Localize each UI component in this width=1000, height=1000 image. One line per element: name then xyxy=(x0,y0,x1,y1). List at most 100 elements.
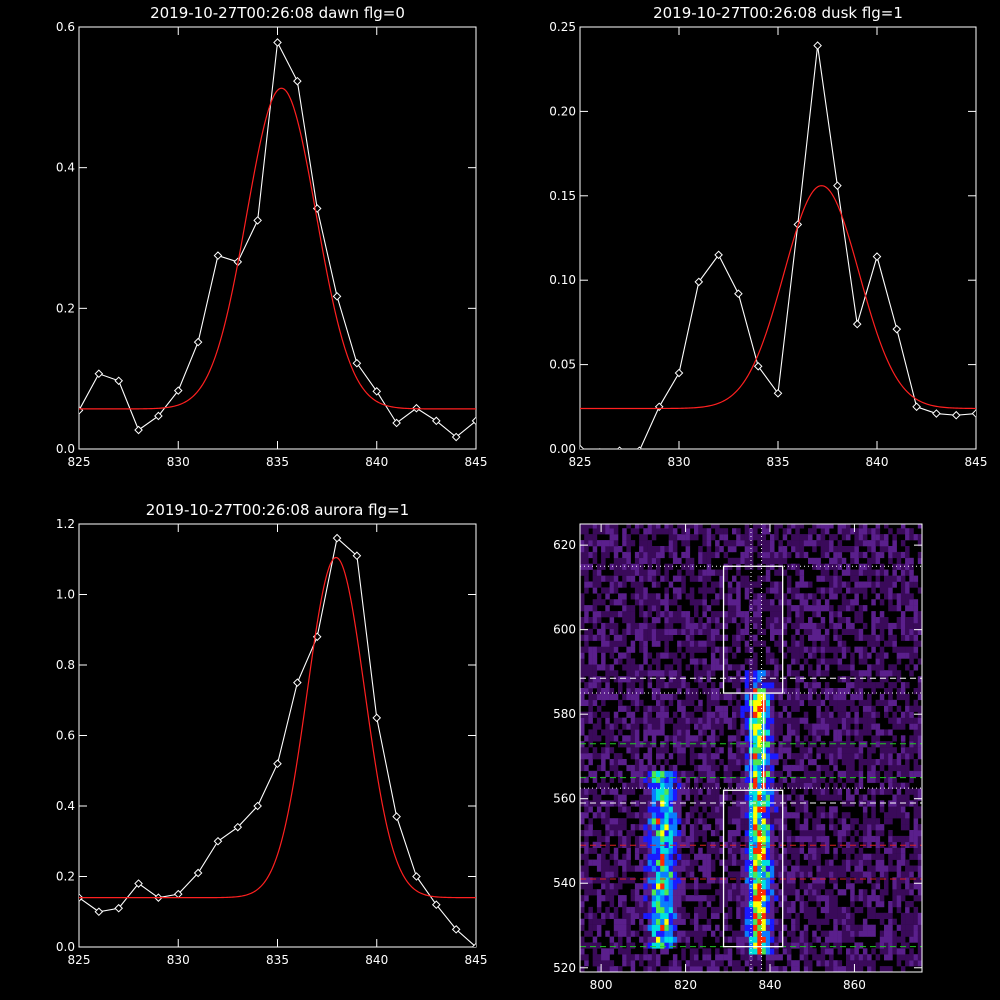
data-point xyxy=(451,432,461,442)
selection-box xyxy=(722,789,784,948)
data-point xyxy=(293,76,302,86)
data-point xyxy=(616,446,623,449)
chart-title: 2019-10-27T00:26:08 dusk flg=1 xyxy=(653,4,903,22)
x-tick-label: 845 xyxy=(965,455,988,469)
data-point xyxy=(912,402,921,412)
plot-area xyxy=(79,38,476,442)
y-tick-label: 560 xyxy=(553,792,576,806)
dawn-spectrum-panel: 825 830 835 840 845 0.0 0.2 0.4 0.6 2019-10-27T00… xyxy=(56,4,488,469)
x-tick-label: 860 xyxy=(843,978,866,992)
x-tick-label: 820 xyxy=(674,978,697,992)
x-tick-label: 830 xyxy=(668,455,691,469)
data-point xyxy=(253,216,262,225)
y-tick-label: 0.8 xyxy=(56,658,75,672)
data-point xyxy=(193,868,203,878)
data-point xyxy=(213,251,223,260)
x-tick-label: 835 xyxy=(266,953,289,967)
data-point xyxy=(392,418,401,428)
data-point xyxy=(173,386,183,395)
data-point xyxy=(352,551,362,561)
data-point xyxy=(636,446,643,449)
data-point xyxy=(154,411,163,421)
x-tick-label: 835 xyxy=(266,455,289,469)
data-point xyxy=(114,376,124,386)
y-tick-label: 0.20 xyxy=(549,104,576,118)
aurora-spectrum-panel: 825 830 835 840 845 0.0 0.2 0.4 0.6 0.8 1.0 1.2 2019… xyxy=(56,501,488,967)
data-point xyxy=(273,38,282,47)
data-point xyxy=(352,358,362,368)
y-tick-label: 0.15 xyxy=(549,189,576,203)
data-point xyxy=(971,409,976,418)
y-tick-label: 520 xyxy=(553,961,576,975)
y-tick-label: 0.6 xyxy=(56,20,75,34)
data-point xyxy=(813,41,822,50)
data-point xyxy=(852,319,862,329)
data-point xyxy=(332,533,342,543)
data-point xyxy=(734,289,743,299)
data-point xyxy=(753,361,763,371)
data-point xyxy=(253,801,262,811)
y-tick-label: 600 xyxy=(553,623,576,637)
spectrogram-image-panel: 800 820 840 860 520 540 560 580 600 620 xyxy=(553,523,923,992)
y-tick-label: 1.0 xyxy=(56,588,75,602)
data-point xyxy=(471,416,476,426)
data-point xyxy=(714,250,723,260)
gaussian-fit-line xyxy=(79,556,476,899)
plot-area xyxy=(580,41,976,449)
data-point xyxy=(193,337,203,347)
data-point xyxy=(431,900,441,910)
data-point xyxy=(674,368,684,378)
x-tick-label: 845 xyxy=(465,455,488,469)
y-tick-label: 0.4 xyxy=(56,161,75,175)
chart-title: 2019-10-27T00:26:08 aurora flg=1 xyxy=(146,501,409,519)
data-point xyxy=(431,416,441,426)
y-tick-label: 580 xyxy=(553,707,576,721)
data-point xyxy=(694,277,704,287)
x-tick-label: 840 xyxy=(365,455,388,469)
y-tick-label: 0.10 xyxy=(549,273,576,287)
data-point xyxy=(412,872,421,881)
x-tick-label: 825 xyxy=(68,953,91,967)
data-point xyxy=(372,713,382,723)
y-tick-label: 0.4 xyxy=(56,799,75,813)
y-tick-label: 620 xyxy=(553,538,576,552)
data-point xyxy=(372,387,382,396)
data-point xyxy=(273,759,282,769)
data-point xyxy=(580,444,585,449)
y-tick-label: 1.2 xyxy=(56,517,75,531)
data-point xyxy=(94,369,104,379)
data-point xyxy=(773,388,783,398)
y-tick-label: 0.6 xyxy=(56,729,75,743)
x-tick-label: 800 xyxy=(590,978,613,992)
y-tick-label: 540 xyxy=(553,876,576,890)
data-point xyxy=(233,822,243,832)
data-point xyxy=(213,836,223,846)
overlay-lines xyxy=(580,524,922,972)
y-tick-label: 0.2 xyxy=(56,301,75,315)
gaussian-fit-line xyxy=(79,87,476,410)
data-point xyxy=(471,942,476,947)
y-tick-label: 0.2 xyxy=(56,870,75,884)
y-tick-label: 0.0 xyxy=(56,940,75,954)
y-tick-label: 0.00 xyxy=(549,442,576,456)
plot-frame xyxy=(579,523,923,973)
data-point xyxy=(332,292,342,301)
spectrogram-image xyxy=(580,524,922,972)
x-tick-label: 830 xyxy=(167,953,190,967)
y-tick-label: 0.25 xyxy=(549,20,576,34)
x-tick-label: 830 xyxy=(167,455,190,469)
plot-area xyxy=(79,533,476,947)
x-tick-label: 835 xyxy=(767,455,790,469)
data-point xyxy=(392,812,401,821)
data-point xyxy=(872,252,882,261)
x-tick-label: 825 xyxy=(68,455,91,469)
data-point xyxy=(114,903,124,913)
x-tick-label: 840 xyxy=(759,978,782,992)
x-tick-label: 840 xyxy=(365,953,388,967)
dusk-spectrum-panel: 825 830 835 840 845 0.00 0.05 0.10 0.15 0.20 0.25 2… xyxy=(549,4,987,469)
y-tick-label: 0.0 xyxy=(56,442,75,456)
data-point xyxy=(951,410,961,420)
data-point xyxy=(833,181,842,190)
data-point xyxy=(932,409,941,418)
